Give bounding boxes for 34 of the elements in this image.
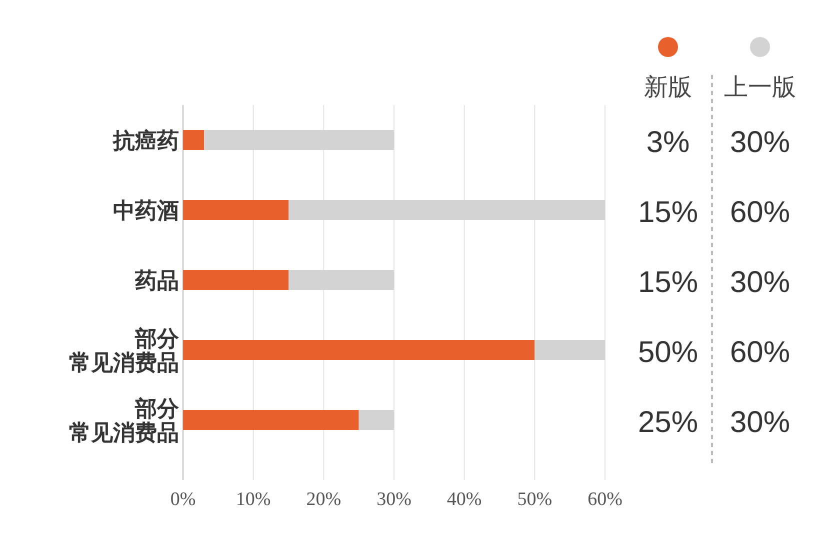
bar (183, 340, 535, 360)
x-tick-label: 20% (306, 489, 342, 510)
x-tick-label: 0% (170, 489, 196, 510)
legend-label: 上一版 (724, 74, 796, 101)
text: 30% (730, 266, 790, 299)
x-tick-label: 50% (517, 489, 552, 510)
text: 30% (730, 406, 790, 439)
bar (204, 130, 394, 150)
text: 30% (730, 126, 790, 159)
text: 3% (646, 126, 690, 159)
text: 60% (730, 336, 790, 369)
text: 50% (638, 336, 698, 369)
x-tick-label: 40% (446, 489, 482, 510)
text: 15% (638, 196, 698, 229)
y-tick-label: 药品 (134, 268, 179, 293)
bar (183, 130, 204, 150)
bar (534, 340, 605, 360)
bar (183, 410, 359, 430)
bar (183, 270, 288, 290)
text: 60% (730, 196, 790, 229)
bar (183, 200, 288, 220)
y-tick-label: 抗癌药 (112, 128, 179, 153)
x-tick-label: 60% (588, 489, 623, 510)
bar (358, 410, 394, 430)
y-tick-label: 部分常见消费品 (69, 396, 180, 445)
x-tick-label: 10% (236, 489, 271, 510)
y-tick-label: 中药酒 (113, 198, 179, 223)
bar (288, 200, 605, 220)
bar (288, 270, 394, 290)
text: 25% (638, 406, 698, 439)
legend-label: 新版 (644, 74, 692, 101)
text: 15% (638, 266, 698, 299)
x-tick-label: 30% (376, 489, 412, 510)
y-tick-label: 部分常见消费品 (69, 326, 180, 375)
